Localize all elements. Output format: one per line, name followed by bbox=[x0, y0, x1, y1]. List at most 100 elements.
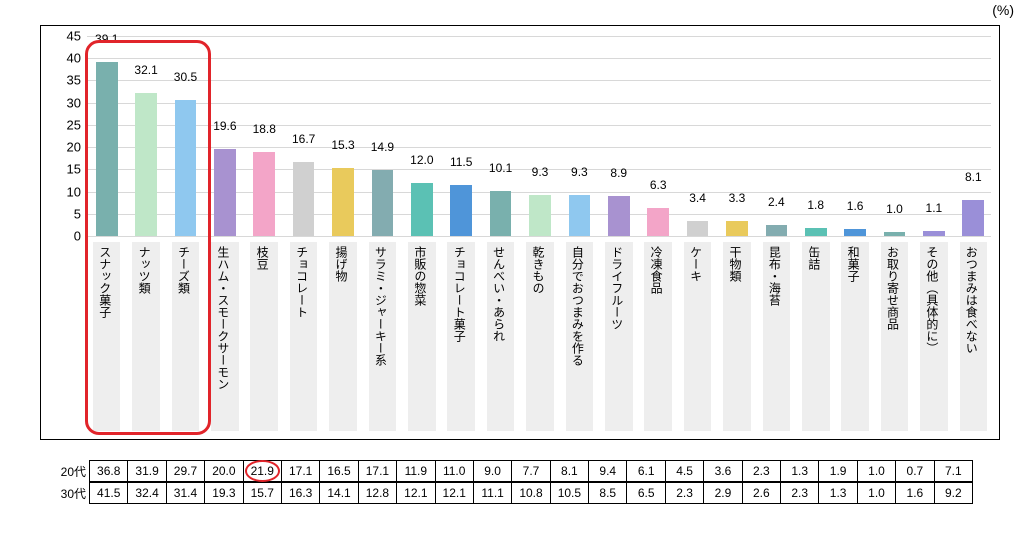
table-cell: 7.7 bbox=[511, 460, 550, 482]
table-cell: 1.9 bbox=[818, 460, 857, 482]
bar bbox=[372, 170, 394, 236]
bar-value: 8.1 bbox=[954, 170, 993, 184]
highlight-box bbox=[85, 40, 211, 435]
bar bbox=[726, 221, 748, 236]
bar-value: 2.4 bbox=[757, 195, 796, 209]
bar bbox=[962, 200, 984, 236]
category-label: ドライフルーツ bbox=[611, 246, 623, 330]
table-cell: 16.3 bbox=[281, 482, 320, 504]
category-label: 缶詰 bbox=[808, 246, 820, 270]
bar-value: 15.3 bbox=[323, 138, 362, 152]
table-cell: 9.4 bbox=[588, 460, 627, 482]
bar bbox=[923, 231, 945, 236]
bar-value: 19.6 bbox=[205, 119, 244, 133]
bar bbox=[844, 229, 866, 236]
bar-value: 9.3 bbox=[520, 165, 559, 179]
category-label: ケーキ bbox=[690, 246, 702, 282]
table-cell: 31.4 bbox=[166, 482, 205, 504]
table-cell: 2.6 bbox=[742, 482, 781, 504]
table-cell: 41.5 bbox=[89, 482, 128, 504]
category-label: 生ハム・スモークサーモン bbox=[217, 246, 229, 390]
table-cell: 1.6 bbox=[895, 482, 934, 504]
table-cell: 1.0 bbox=[857, 460, 896, 482]
bar-value: 1.1 bbox=[914, 201, 953, 215]
table-cell: 2.9 bbox=[703, 482, 742, 504]
table-cell: 20.0 bbox=[204, 460, 243, 482]
bar bbox=[253, 152, 275, 236]
bar-value: 3.4 bbox=[678, 191, 717, 205]
bar-value: 10.1 bbox=[481, 161, 520, 175]
table-cell: 9.0 bbox=[473, 460, 512, 482]
bar bbox=[687, 221, 709, 236]
highlight-circle bbox=[245, 460, 280, 482]
category-label: おつまみは食べない bbox=[965, 246, 977, 354]
category-label: 昆布・海苔 bbox=[768, 246, 780, 306]
bar bbox=[647, 208, 669, 236]
table-cell: 12.1 bbox=[435, 482, 474, 504]
y-tick: 40 bbox=[43, 51, 81, 66]
table-cell: 1.3 bbox=[818, 482, 857, 504]
table-cell: 8.1 bbox=[550, 460, 589, 482]
category-label: お取り寄せ商品 bbox=[887, 246, 899, 330]
category-label: 自分でおつまみを作る bbox=[571, 246, 583, 366]
table-row-header: 30代 bbox=[36, 485, 90, 502]
category-label: サラミ・ジャーキー系 bbox=[374, 246, 386, 366]
category-label: チョコレート菓子 bbox=[453, 246, 465, 342]
category-label: 枝豆 bbox=[256, 246, 268, 270]
table-cell: 11.9 bbox=[396, 460, 435, 482]
table-cell: 12.8 bbox=[358, 482, 397, 504]
bar-value: 8.9 bbox=[599, 166, 638, 180]
bar bbox=[805, 228, 827, 236]
bar-value: 9.3 bbox=[560, 165, 599, 179]
bar bbox=[569, 195, 591, 236]
table-cell: 21.9 bbox=[243, 460, 282, 482]
category-label: 干物類 bbox=[729, 246, 741, 282]
table-cell: 36.8 bbox=[89, 460, 128, 482]
table-cell: 4.5 bbox=[665, 460, 704, 482]
bar-value: 3.3 bbox=[717, 191, 756, 205]
table-cell: 0.7 bbox=[895, 460, 934, 482]
bar-value: 6.3 bbox=[638, 178, 677, 192]
category-label: 乾きもの bbox=[532, 246, 544, 294]
bar bbox=[293, 162, 315, 236]
category-label: せんべい・あられ bbox=[493, 246, 505, 342]
table-cell: 2.3 bbox=[742, 460, 781, 482]
table-cell: 9.2 bbox=[934, 482, 973, 504]
table-cell: 11.0 bbox=[435, 460, 474, 482]
table-cell: 14.1 bbox=[319, 482, 358, 504]
bar bbox=[332, 168, 354, 236]
bar-value: 14.9 bbox=[363, 140, 402, 154]
bar bbox=[529, 195, 551, 236]
chart-frame: 05101520253035404539.1スナック菓子32.1ナッツ類30.5… bbox=[40, 25, 1000, 440]
table-cell: 6.1 bbox=[626, 460, 665, 482]
table-cell: 12.1 bbox=[396, 482, 435, 504]
table-cell: 16.5 bbox=[319, 460, 358, 482]
bar-value: 11.5 bbox=[442, 155, 481, 169]
unit-label: (%) bbox=[992, 2, 1014, 18]
category-label: 和菓子 bbox=[847, 246, 859, 282]
table-cell: 2.3 bbox=[780, 482, 819, 504]
table-cell: 32.4 bbox=[127, 482, 166, 504]
y-tick: 15 bbox=[43, 162, 81, 177]
y-tick: 25 bbox=[43, 117, 81, 132]
bar-value: 12.0 bbox=[402, 153, 441, 167]
table-cell: 11.1 bbox=[473, 482, 512, 504]
bar-value: 18.8 bbox=[245, 122, 284, 136]
table-row-header: 20代 bbox=[36, 463, 90, 480]
data-table: 20代36.831.929.720.021.917.116.517.111.91… bbox=[36, 460, 973, 504]
bar bbox=[490, 191, 512, 236]
category-label: チョコレート bbox=[296, 246, 308, 318]
table-cell: 17.1 bbox=[358, 460, 397, 482]
table-cell: 3.6 bbox=[703, 460, 742, 482]
bar-value: 16.7 bbox=[284, 132, 323, 146]
y-tick: 45 bbox=[43, 29, 81, 44]
y-tick: 0 bbox=[43, 229, 81, 244]
table-cell: 31.9 bbox=[127, 460, 166, 482]
category-label: 市販の惣菜 bbox=[414, 246, 426, 306]
bar bbox=[450, 185, 472, 236]
y-tick: 20 bbox=[43, 140, 81, 155]
category-label: 冷凍食品 bbox=[650, 246, 662, 294]
table-cell: 10.5 bbox=[550, 482, 589, 504]
table-cell: 19.3 bbox=[204, 482, 243, 504]
y-tick: 30 bbox=[43, 95, 81, 110]
